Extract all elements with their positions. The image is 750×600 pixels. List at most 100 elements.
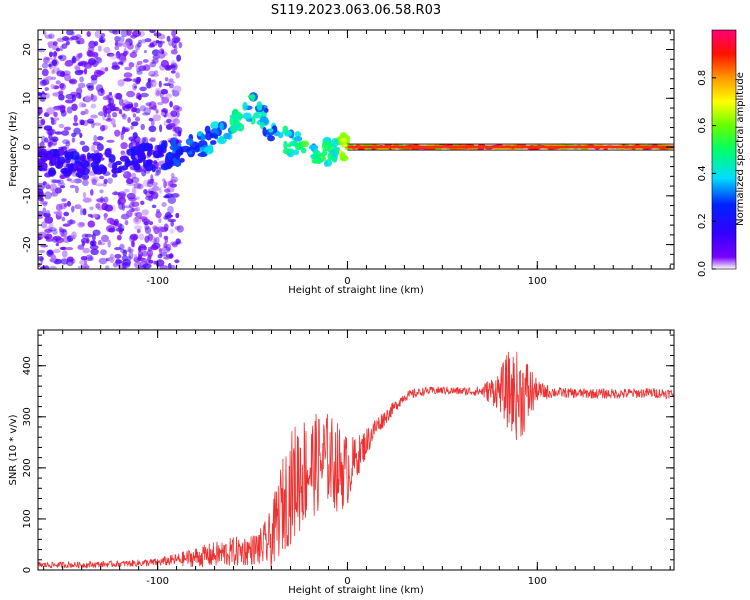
spectrogram-noise-blob <box>130 106 136 113</box>
spectrogram-noise-blob <box>96 57 103 64</box>
spectrogram-noise-blob <box>123 205 132 209</box>
spectrogram-noise-blob <box>109 253 114 260</box>
spectrogram-ridge-blob <box>200 133 205 142</box>
spectrogram-noise-blob <box>168 180 174 187</box>
spectrogram-noise-blob <box>81 145 90 153</box>
spectrogram-noise-blob <box>170 173 175 178</box>
figure-title: S119.2023.063.06.58.R03 <box>271 3 441 18</box>
spectrogram-noise-blob <box>60 232 65 237</box>
spectrogram-noise-blob <box>56 179 65 184</box>
spectrogram-noise-blob <box>95 203 101 209</box>
spectrogram-noise-blob <box>90 94 98 103</box>
spectrogram-ridge-blob <box>294 135 303 142</box>
spectrogram-noise-blob <box>47 227 57 232</box>
spectrogram-noise-blob <box>95 183 104 187</box>
spectrogram-noise-blob <box>122 103 126 111</box>
spectrogram-noise-blob <box>48 51 54 58</box>
spectrogram-noise-blob <box>144 38 152 43</box>
spectrogram-noise-blob <box>114 92 121 100</box>
spectrogram-ridge-blob <box>311 159 322 164</box>
spectrogram-noise-blob <box>142 59 149 63</box>
spectrogram-noise-blob <box>163 235 169 240</box>
spectrogram-noise-blob <box>87 213 93 218</box>
spectrogram-noise-blob <box>155 236 160 244</box>
spectrogram-noise-blob <box>152 114 161 122</box>
spectrogram-noise-blob <box>163 242 168 249</box>
spectrogram-noise-blob <box>64 203 68 208</box>
spectrogram-noise-blob <box>165 93 173 99</box>
spectrogram-noise-blob <box>60 246 67 250</box>
spectrogram-noise-blob <box>135 79 141 85</box>
spectrogram-noise-blob <box>47 141 52 149</box>
spectrogram-noise-blob <box>137 183 144 190</box>
y-tick-label: 0 <box>22 567 33 573</box>
spectrogram-noise-blob <box>132 78 137 83</box>
spectrogram-noise-blob <box>148 125 157 133</box>
spectrogram-ridge-blob <box>53 156 58 162</box>
colorbar-tick-label: 0.8 <box>697 70 708 86</box>
spectrogram-noise-blob <box>131 172 137 179</box>
spectrogram-ridge-blob <box>223 132 231 140</box>
spectrogram-noise-blob <box>69 78 78 85</box>
spectrogram-noise-blob <box>148 259 154 264</box>
spectrogram-noise-blob <box>70 231 77 239</box>
spectrogram-noise-blob <box>144 235 150 243</box>
spectrogram-noise-blob <box>138 265 147 269</box>
spectrogram-noise-blob <box>55 203 63 211</box>
spectrogram-noise-blob <box>52 138 58 146</box>
spectrogram-noise-blob <box>173 37 180 44</box>
spectrogram-noise-blob <box>74 185 79 194</box>
spectrogram-noise-blob <box>170 115 179 123</box>
spectrogram-noise-blob <box>160 112 166 116</box>
snr-axes: -100 0 100 0 100 200 300 400 <box>22 330 674 587</box>
spectrogram-noise-blob <box>89 206 94 211</box>
spectrogram-noise-blob <box>127 246 132 253</box>
spectrogram-noise-blob <box>98 37 106 43</box>
spectrogram-noise-blob <box>76 87 83 95</box>
spectrogram-noise-blob <box>154 87 161 94</box>
spectrogram-noise-blob <box>159 124 163 133</box>
spectrogram-noise-blob <box>89 240 95 247</box>
spectrogram-noise-blob <box>120 113 126 118</box>
spectrogram-ridge-blob <box>203 145 214 155</box>
spectrogram-noise-blob <box>38 107 43 115</box>
spectrogram-ridge-blob <box>155 152 165 158</box>
spectrogram-noise-blob <box>75 92 82 99</box>
spectrogram-noise-blob <box>99 189 104 194</box>
spectrogram-ridge-blob <box>187 150 193 155</box>
spectrogram-noise-blob <box>168 122 176 127</box>
spectrogram-noise-blob <box>39 200 49 205</box>
spectrogram-noise-blob <box>128 197 137 202</box>
spectrogram-noise-blob <box>163 180 167 189</box>
spectrogram-noise-blob <box>65 140 71 147</box>
spectrogram-noise-blob <box>120 30 129 37</box>
spectrogram-ridge-blob <box>194 145 200 153</box>
spectrogram-noise-blob <box>108 91 113 96</box>
spectrogram-noise-blob <box>158 232 163 238</box>
spectrogram-ridge-blob <box>98 164 106 173</box>
spectrogram-noise-blob <box>96 136 104 141</box>
spectrogram-noise-blob <box>58 226 63 232</box>
spectrogram-frame <box>37 29 675 270</box>
spectrogram-noise-blob <box>123 72 133 78</box>
spectrogram-noise-blob <box>61 216 66 222</box>
y-tick-label: 400 <box>22 356 33 375</box>
spectrogram-noise-blob <box>81 241 85 247</box>
spectrogram-ridge-blob <box>242 101 248 111</box>
spectrogram-noise-blob <box>96 70 105 75</box>
spectrogram-noise-blob <box>53 117 60 121</box>
spectrogram-noise-blob <box>71 103 78 112</box>
spectrogram-noise-blob <box>160 88 169 95</box>
spectrogram-noise-blob <box>134 261 142 269</box>
spectrogram-ridge-blob <box>185 138 194 146</box>
spectrogram-noise-blob <box>61 250 68 258</box>
spectrogram-noise-blob <box>161 202 167 207</box>
spectrogram-ridge-blob <box>229 114 240 119</box>
spectrogram-noise-blob <box>136 42 142 48</box>
spectrogram-ridge-blob <box>250 94 256 102</box>
spectrogram-ridge-blob <box>126 148 137 156</box>
spectrogram-noise-blob <box>74 204 82 210</box>
x-tick-label: 100 <box>528 276 547 287</box>
spectrogram-noise-blob <box>85 254 93 261</box>
spectrogram-noise-blob <box>170 110 178 117</box>
